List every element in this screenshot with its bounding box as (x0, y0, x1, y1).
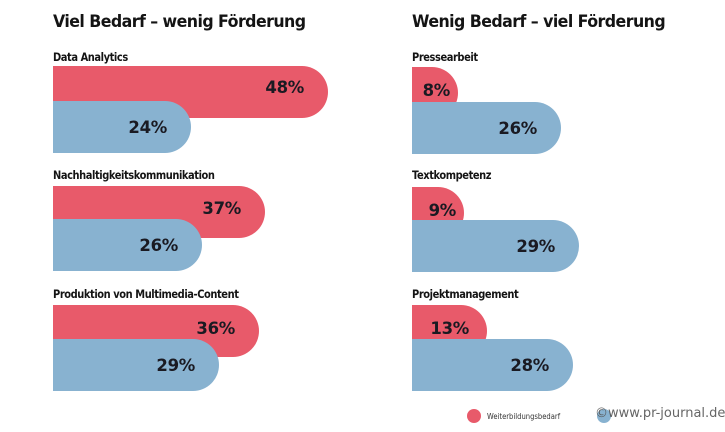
watermark: ©www.pr-journal.de (595, 406, 725, 421)
bar-foerderung: 24% (53, 101, 191, 153)
bar-value: 29% (516, 236, 555, 256)
bar-value: 9% (428, 200, 457, 220)
bar-value: 24% (128, 117, 167, 137)
bar-value: 37% (202, 198, 241, 218)
legend-item-weiterbildungsbedarf: Weiterbildungsbedarf (467, 409, 573, 423)
bar-value: 13% (430, 318, 469, 338)
legend-item-foerderung (597, 409, 617, 423)
group-label: Projektmanagement (412, 287, 519, 301)
bar-value: 28% (510, 355, 549, 375)
bar-foerderung: 26% (412, 102, 561, 154)
panel-title: Viel Bedarf – wenig Förderung (53, 12, 306, 32)
panel-title: Wenig Bedarf – viel Förderung (412, 12, 666, 32)
legend-dot-red-icon (467, 409, 481, 423)
bar-value: 26% (498, 118, 537, 138)
group-label: Nachhaltigkeitskommunikation (53, 168, 215, 182)
bar-foerderung: 26% (53, 219, 202, 271)
group-label: Data Analytics (53, 50, 128, 64)
bar-foerderung: 28% (412, 339, 573, 391)
bar-value: 8% (422, 80, 451, 100)
bar-value: 26% (139, 235, 178, 255)
bar-foerderung: 29% (53, 339, 219, 391)
legend-dot-blue-icon (597, 409, 612, 423)
legend-label: Weiterbildungsbedarf (487, 411, 561, 421)
bar-foerderung: 29% (412, 220, 579, 272)
bar-value: 36% (196, 318, 235, 338)
group-label: Pressearbeit (412, 50, 478, 64)
bar-value: 48% (265, 77, 304, 97)
group-label: Produktion von Multimedia-Content (53, 287, 239, 301)
group-label: Textkompetenz (412, 168, 492, 182)
bar-value: 29% (156, 355, 195, 375)
legend: Weiterbildungsbedarf (467, 409, 631, 423)
